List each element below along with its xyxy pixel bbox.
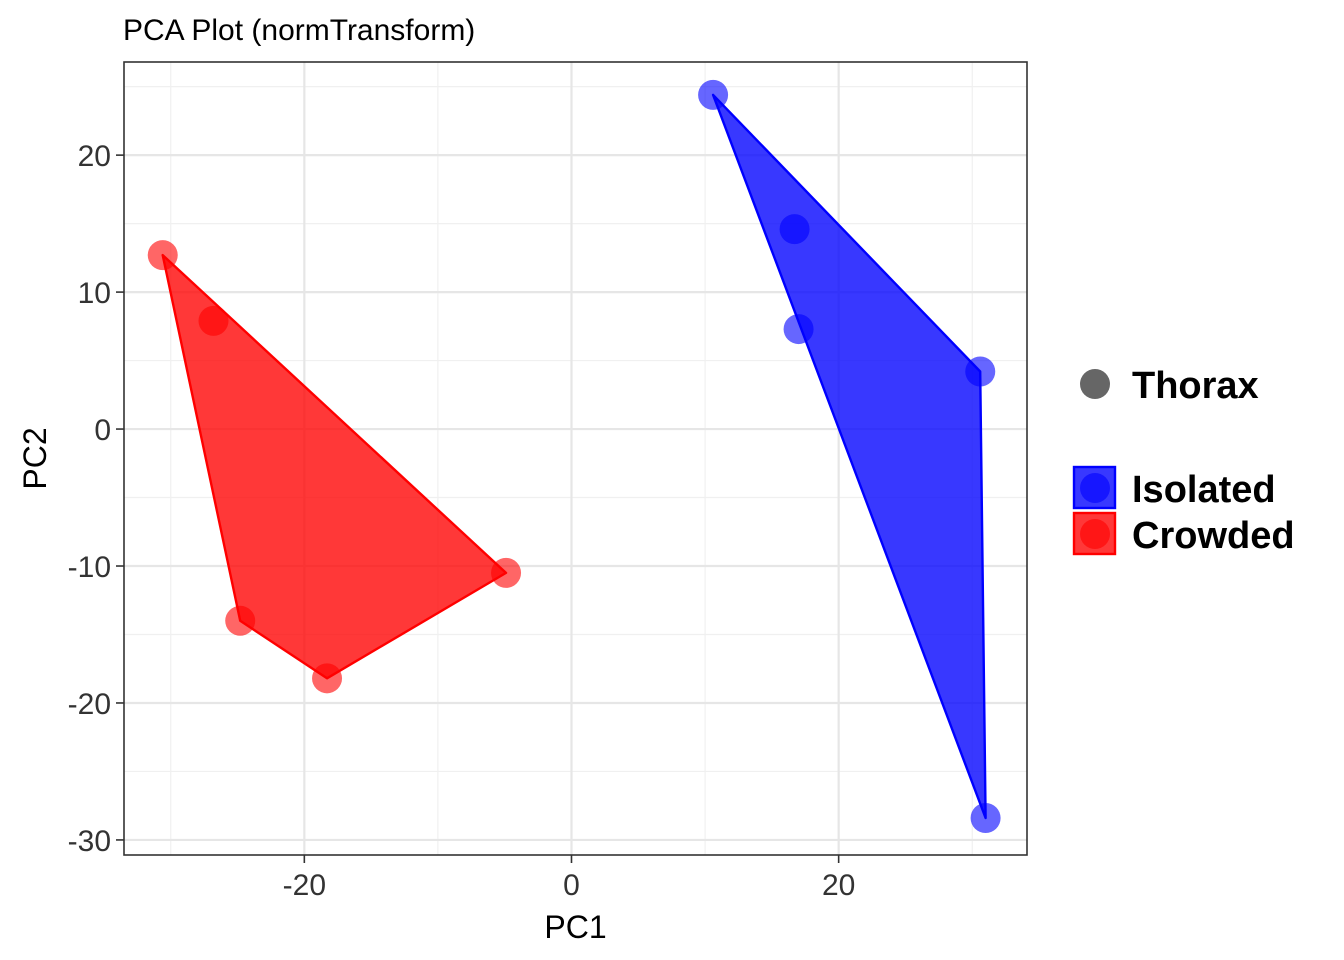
y-tick-label: 0 — [94, 414, 111, 447]
plot-panel-border — [123, 61, 1028, 856]
data-point-isolated — [970, 803, 1001, 834]
data-point-crowded — [198, 305, 229, 336]
chart-title: PCA Plot (normTransform) — [123, 14, 475, 47]
legend-label-isolated: Isolated — [1132, 469, 1276, 511]
data-point-crowded — [312, 663, 343, 694]
data-point-crowded — [225, 605, 256, 636]
y-tick-label: -30 — [68, 825, 111, 858]
legend-label-shape: Thorax — [1132, 365, 1259, 407]
legend-key-dot — [1080, 473, 1110, 503]
data-points — [147, 79, 1001, 834]
data-point-isolated — [698, 79, 729, 110]
y-tick-label: -20 — [68, 688, 111, 721]
legend-key-dot — [1080, 519, 1110, 549]
x-tick-label: -20 — [283, 869, 326, 902]
y-axis-title: PC2 — [17, 427, 53, 489]
data-point-isolated — [965, 356, 996, 387]
group-hulls — [161, 93, 987, 820]
y-tick-label: 20 — [78, 140, 111, 173]
data-point-crowded — [491, 557, 522, 588]
x-tick-label: 0 — [563, 869, 580, 902]
y-tick-label: -10 — [68, 551, 111, 584]
x-tick-label: 20 — [822, 869, 855, 902]
x-axis-title: PC1 — [544, 909, 606, 945]
hull-isolated — [711, 93, 987, 820]
axes: -20 0 20 20 10 0 -10 -20 -30 — [68, 140, 856, 902]
data-point-isolated — [783, 314, 814, 345]
data-point-isolated — [779, 214, 810, 245]
legend-label-crowded: Crowded — [1132, 515, 1295, 557]
data-point-crowded — [147, 240, 178, 271]
y-tick-label: 10 — [78, 277, 111, 310]
legend-shape-key — [1080, 369, 1110, 399]
